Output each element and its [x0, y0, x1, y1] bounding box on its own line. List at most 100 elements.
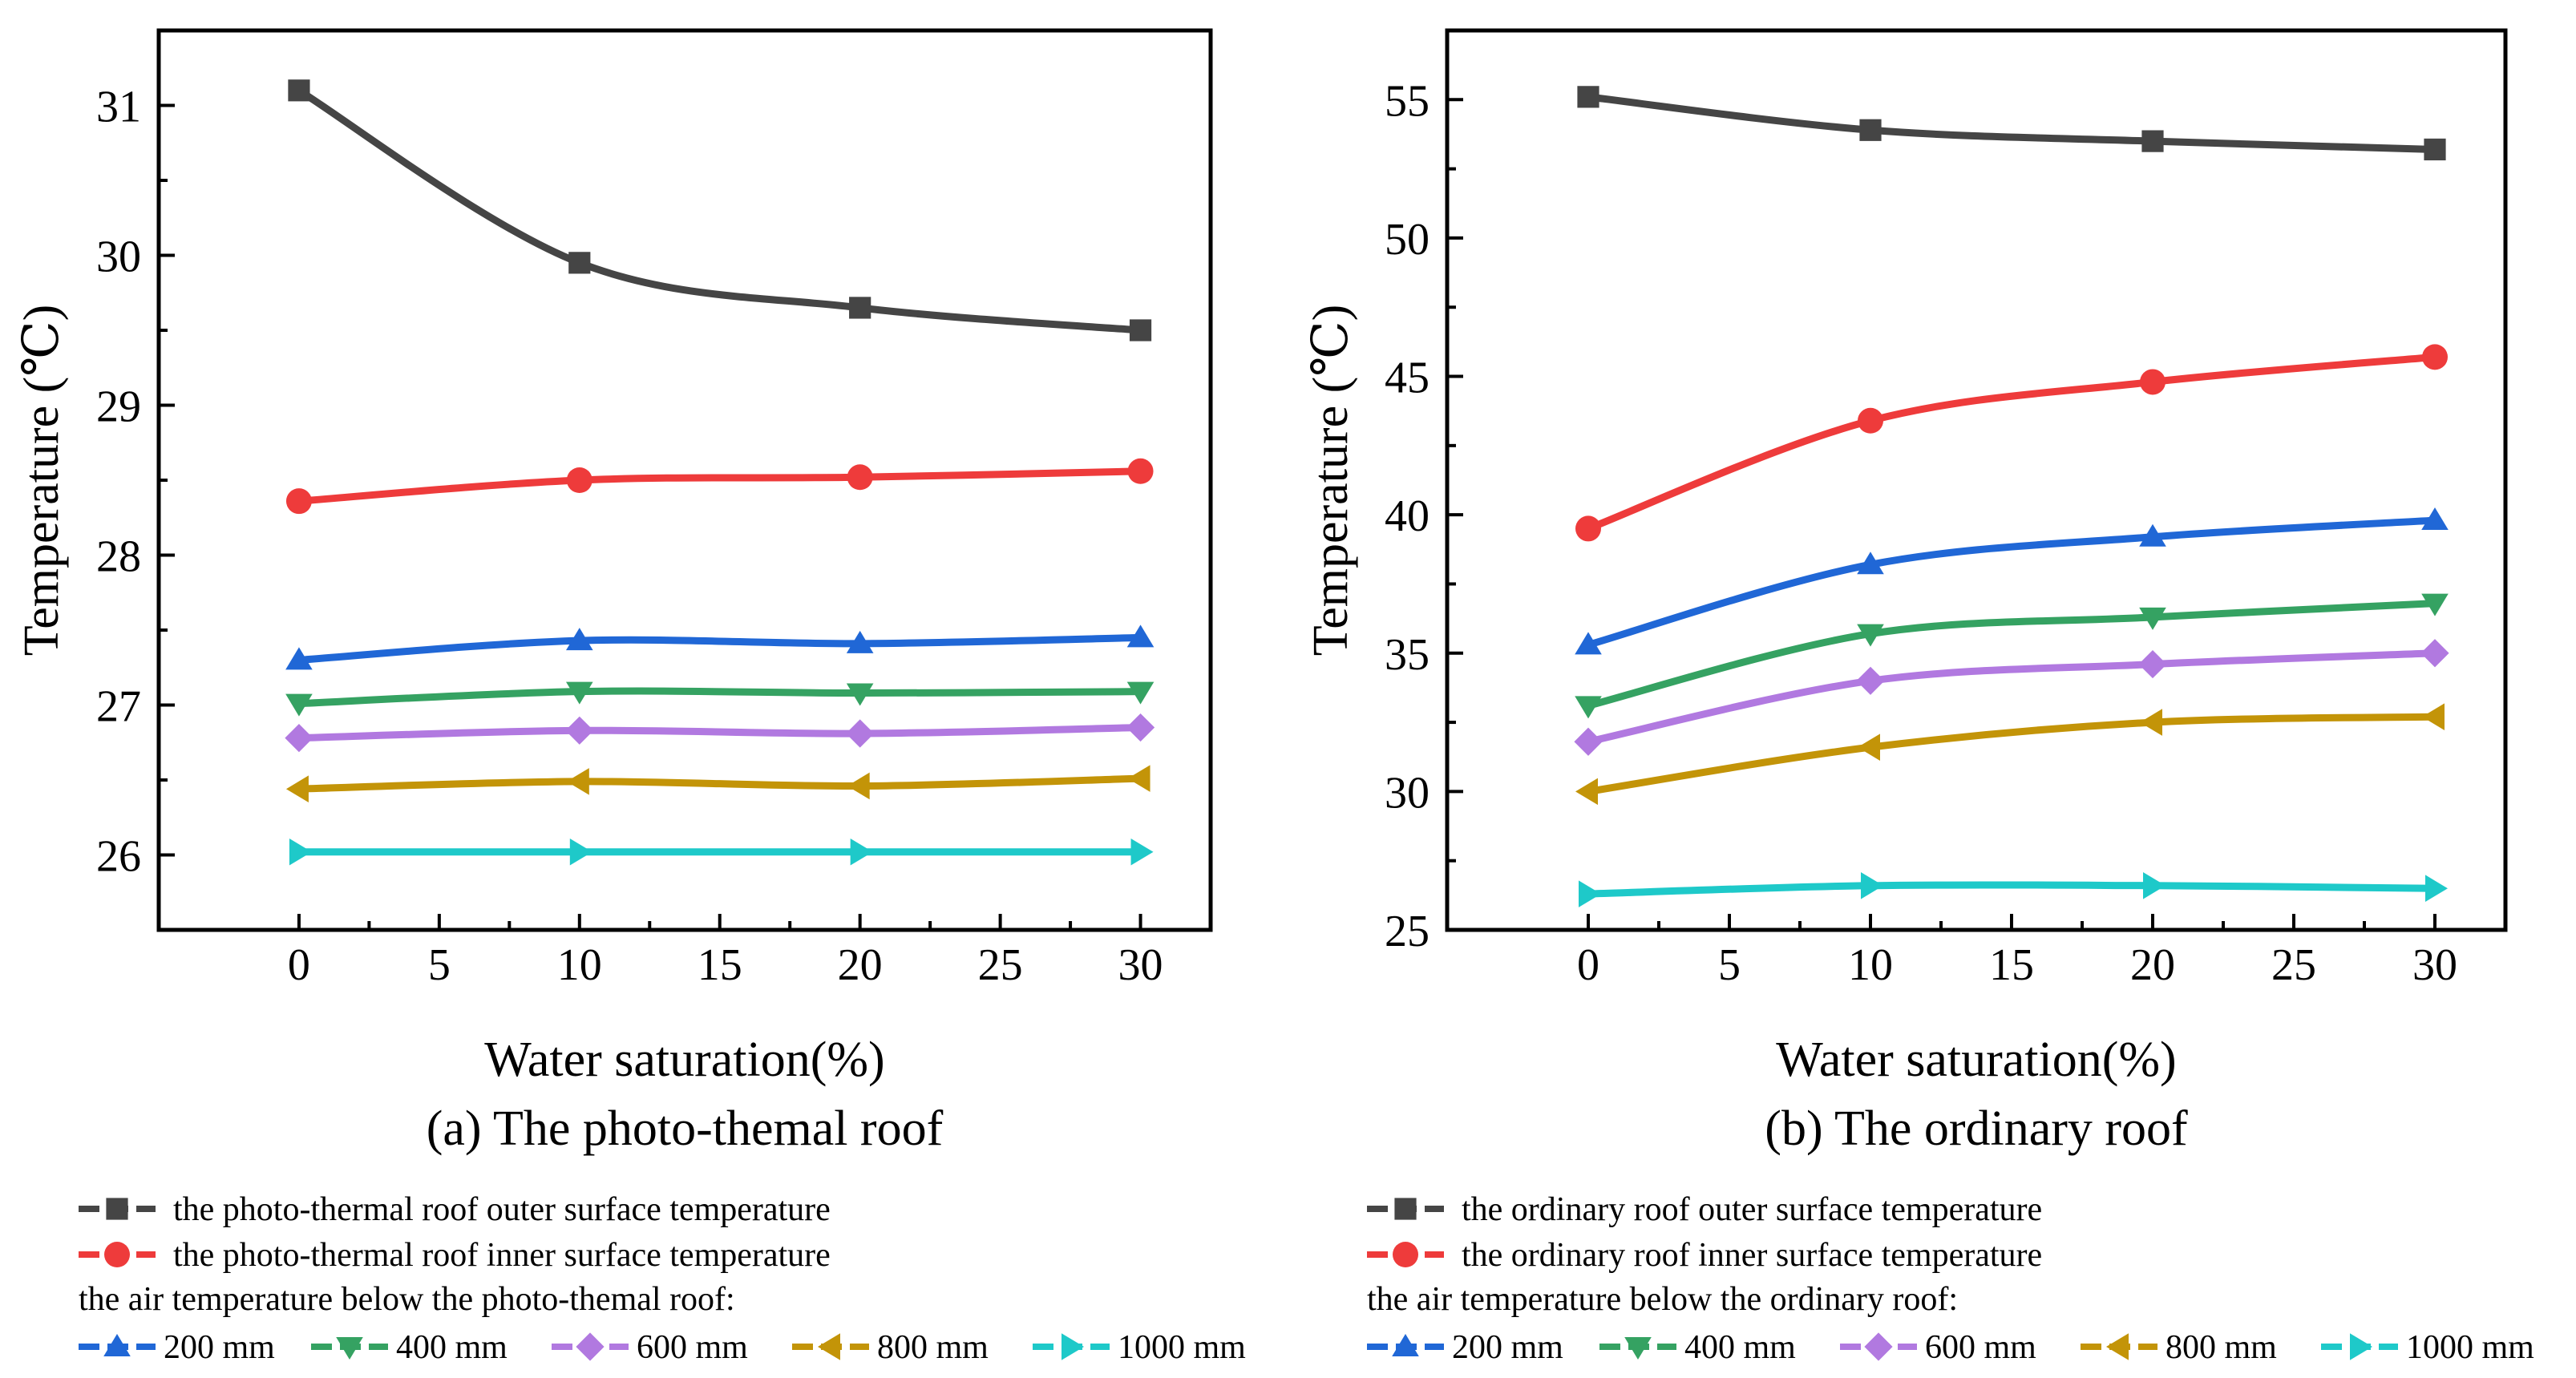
y-tick-label: 35 — [1385, 630, 1430, 680]
series-0 — [288, 79, 1152, 341]
x-tick-label: 20 — [2130, 940, 2175, 990]
y-tick-label: 26 — [96, 832, 141, 882]
plot-frame — [1445, 28, 2508, 932]
x-axis-title: Water saturation(%) — [484, 1032, 884, 1087]
series-0 — [1577, 86, 2446, 161]
data-point — [2141, 130, 2164, 152]
data-point — [566, 628, 593, 651]
data-point — [2140, 369, 2166, 395]
series-line — [1584, 93, 2439, 153]
legend-group-label: the air temperature below the ordinary r… — [1367, 1281, 1958, 1318]
data-point — [565, 716, 594, 745]
legend-label: 600 mm — [637, 1329, 748, 1366]
series-3 — [1575, 593, 2449, 719]
data-point — [285, 488, 312, 515]
y-axis-title: Temperature (℃) — [14, 305, 69, 657]
data-point — [1859, 119, 1882, 141]
legend-marker — [2106, 1333, 2129, 1360]
series-5 — [1575, 703, 2445, 806]
data-point — [285, 693, 313, 717]
data-point — [285, 775, 309, 803]
data-point — [1575, 696, 1602, 719]
x-axis-title: Water saturation(%) — [1776, 1032, 2176, 1087]
data-point — [2422, 703, 2445, 730]
data-point — [2421, 507, 2449, 531]
series-line — [295, 467, 1145, 505]
data-point — [1126, 713, 1155, 742]
y-tick-label: 29 — [96, 382, 141, 432]
x-tick-label: 0 — [1577, 940, 1599, 990]
data-point — [1858, 407, 1883, 434]
legend-label: 800 mm — [2166, 1329, 2277, 1366]
data-point — [1858, 733, 1880, 761]
y-tick-label: 30 — [96, 232, 141, 282]
y-tick-label: 40 — [1385, 491, 1430, 541]
data-point — [1130, 838, 1154, 866]
x-tick-label: 25 — [978, 940, 1023, 990]
series-4 — [285, 713, 1155, 753]
series-5 — [285, 765, 1151, 803]
legend-group-label: the air temperature below the photo-them… — [79, 1281, 735, 1318]
data-point — [2424, 138, 2446, 161]
x-tick-label: 5 — [428, 940, 451, 990]
series-2 — [285, 624, 1155, 670]
data-point — [566, 681, 593, 705]
series-line — [295, 687, 1145, 708]
legend-label: 1000 mm — [2406, 1329, 2534, 1366]
legend-marker — [1393, 1242, 1418, 1267]
legend-marker — [1864, 1332, 1893, 1361]
data-point — [2422, 344, 2448, 370]
series-line — [1584, 713, 2439, 795]
legend-label: the photo-thermal roof inner surface tem… — [173, 1237, 831, 1274]
data-point — [2425, 875, 2448, 903]
series-4 — [1574, 639, 2449, 756]
legend-label: the ordinary roof outer surface temperat… — [1462, 1191, 2042, 1228]
data-point — [285, 647, 313, 670]
series-line — [1584, 516, 2439, 649]
data-point — [2139, 607, 2166, 630]
panel-caption: (a) The photo-themal roof — [427, 1101, 944, 1156]
data-point — [566, 467, 592, 493]
x-tick-label: 30 — [1118, 940, 1163, 990]
legend-marker — [818, 1333, 840, 1360]
data-point — [285, 724, 313, 753]
data-point — [1126, 624, 1155, 648]
legend-label: 600 mm — [1925, 1329, 2036, 1366]
legend-marker — [2350, 1333, 2372, 1360]
data-point — [2139, 523, 2166, 547]
series-line — [295, 774, 1145, 793]
data-point — [288, 79, 310, 102]
data-point — [1857, 624, 1884, 647]
y-tick-label: 27 — [96, 682, 141, 732]
series-6 — [289, 838, 1154, 866]
data-point — [1575, 778, 1598, 806]
y-tick-label: 50 — [1385, 215, 1430, 265]
legend-marker — [1394, 1198, 1417, 1220]
data-point — [1575, 632, 1602, 655]
data-point — [1579, 880, 1601, 907]
data-point — [568, 252, 591, 274]
data-point — [1574, 727, 1603, 756]
data-point — [846, 630, 874, 653]
legend: the ordinary roof outer surface temperat… — [1367, 1191, 2534, 1366]
y-tick-label: 25 — [1385, 907, 1430, 956]
legend-label: 200 mm — [164, 1329, 275, 1366]
series-line — [295, 724, 1145, 742]
y-axis-title: Temperature (℃) — [1304, 305, 1358, 657]
data-point — [850, 838, 873, 866]
data-point — [289, 838, 312, 866]
legend-marker — [103, 1334, 131, 1356]
data-point — [847, 772, 870, 800]
data-point — [2420, 639, 2449, 668]
y-tick-label: 45 — [1385, 354, 1430, 403]
legend-marker — [1624, 1337, 1652, 1360]
data-point — [1861, 871, 1883, 899]
data-point — [1129, 319, 1152, 341]
legend-label: 400 mm — [1684, 1329, 1796, 1366]
series-6 — [1579, 871, 2448, 907]
data-point — [2421, 593, 2449, 616]
legend-label: 1000 mm — [1118, 1329, 1246, 1366]
legend-marker — [1392, 1334, 1419, 1356]
series-line — [1584, 600, 2439, 709]
